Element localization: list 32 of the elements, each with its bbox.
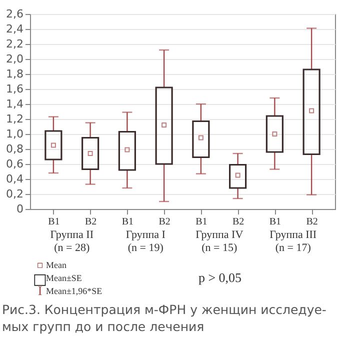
text: ▫ xyxy=(36,260,44,271)
y-tick-label: 2,6 xyxy=(6,8,24,20)
y-tick-label: 2,2 xyxy=(6,38,24,50)
text: Группа II (n = 28) xyxy=(50,229,94,254)
text: Mean xyxy=(46,260,67,270)
y-tick-label: 1,2 xyxy=(6,112,24,126)
y-tick-label: 0,8 xyxy=(6,142,24,156)
text: p > 0,05 xyxy=(198,270,242,285)
x-tick-label: B2 xyxy=(158,216,170,228)
x-tick-label: B2 xyxy=(306,216,318,228)
y-tick-label: 1,0 xyxy=(6,128,24,140)
text: Группа I (n = 19) xyxy=(126,229,166,254)
text: Рис.3. Концентрация м-ФРН у женщин исследуе- мых групп до и после лечения xyxy=(2,302,326,334)
text: Группа III (n = 17) xyxy=(270,229,317,254)
y-tick-label: 0,4 xyxy=(6,172,24,186)
x-tick-label: B1 xyxy=(196,216,208,228)
y-tick-label: 0,2 xyxy=(6,188,24,200)
x-tick-label: B1 xyxy=(269,216,282,228)
y-tick-label: 2,0 xyxy=(6,52,24,66)
text: Mean±SE xyxy=(46,273,82,283)
y-tick-label: 1,6 xyxy=(6,82,24,96)
text: Группа IV (n = 15) xyxy=(196,229,244,254)
y-tick-label: 0,6 xyxy=(6,158,24,170)
x-tick-label: B2 xyxy=(232,216,244,228)
text: Mean±1,96*SE xyxy=(46,286,103,296)
y-tick-label: 2,4 xyxy=(6,22,24,36)
y-tick-label: 1,8 xyxy=(6,68,24,80)
y-tick-label: 1,4 xyxy=(6,98,24,110)
x-tick-label: B1 xyxy=(122,216,134,228)
x-tick-label: B1 xyxy=(48,216,60,228)
x-tick-label: B2 xyxy=(84,216,97,228)
y-tick-label: 0 xyxy=(16,202,24,216)
